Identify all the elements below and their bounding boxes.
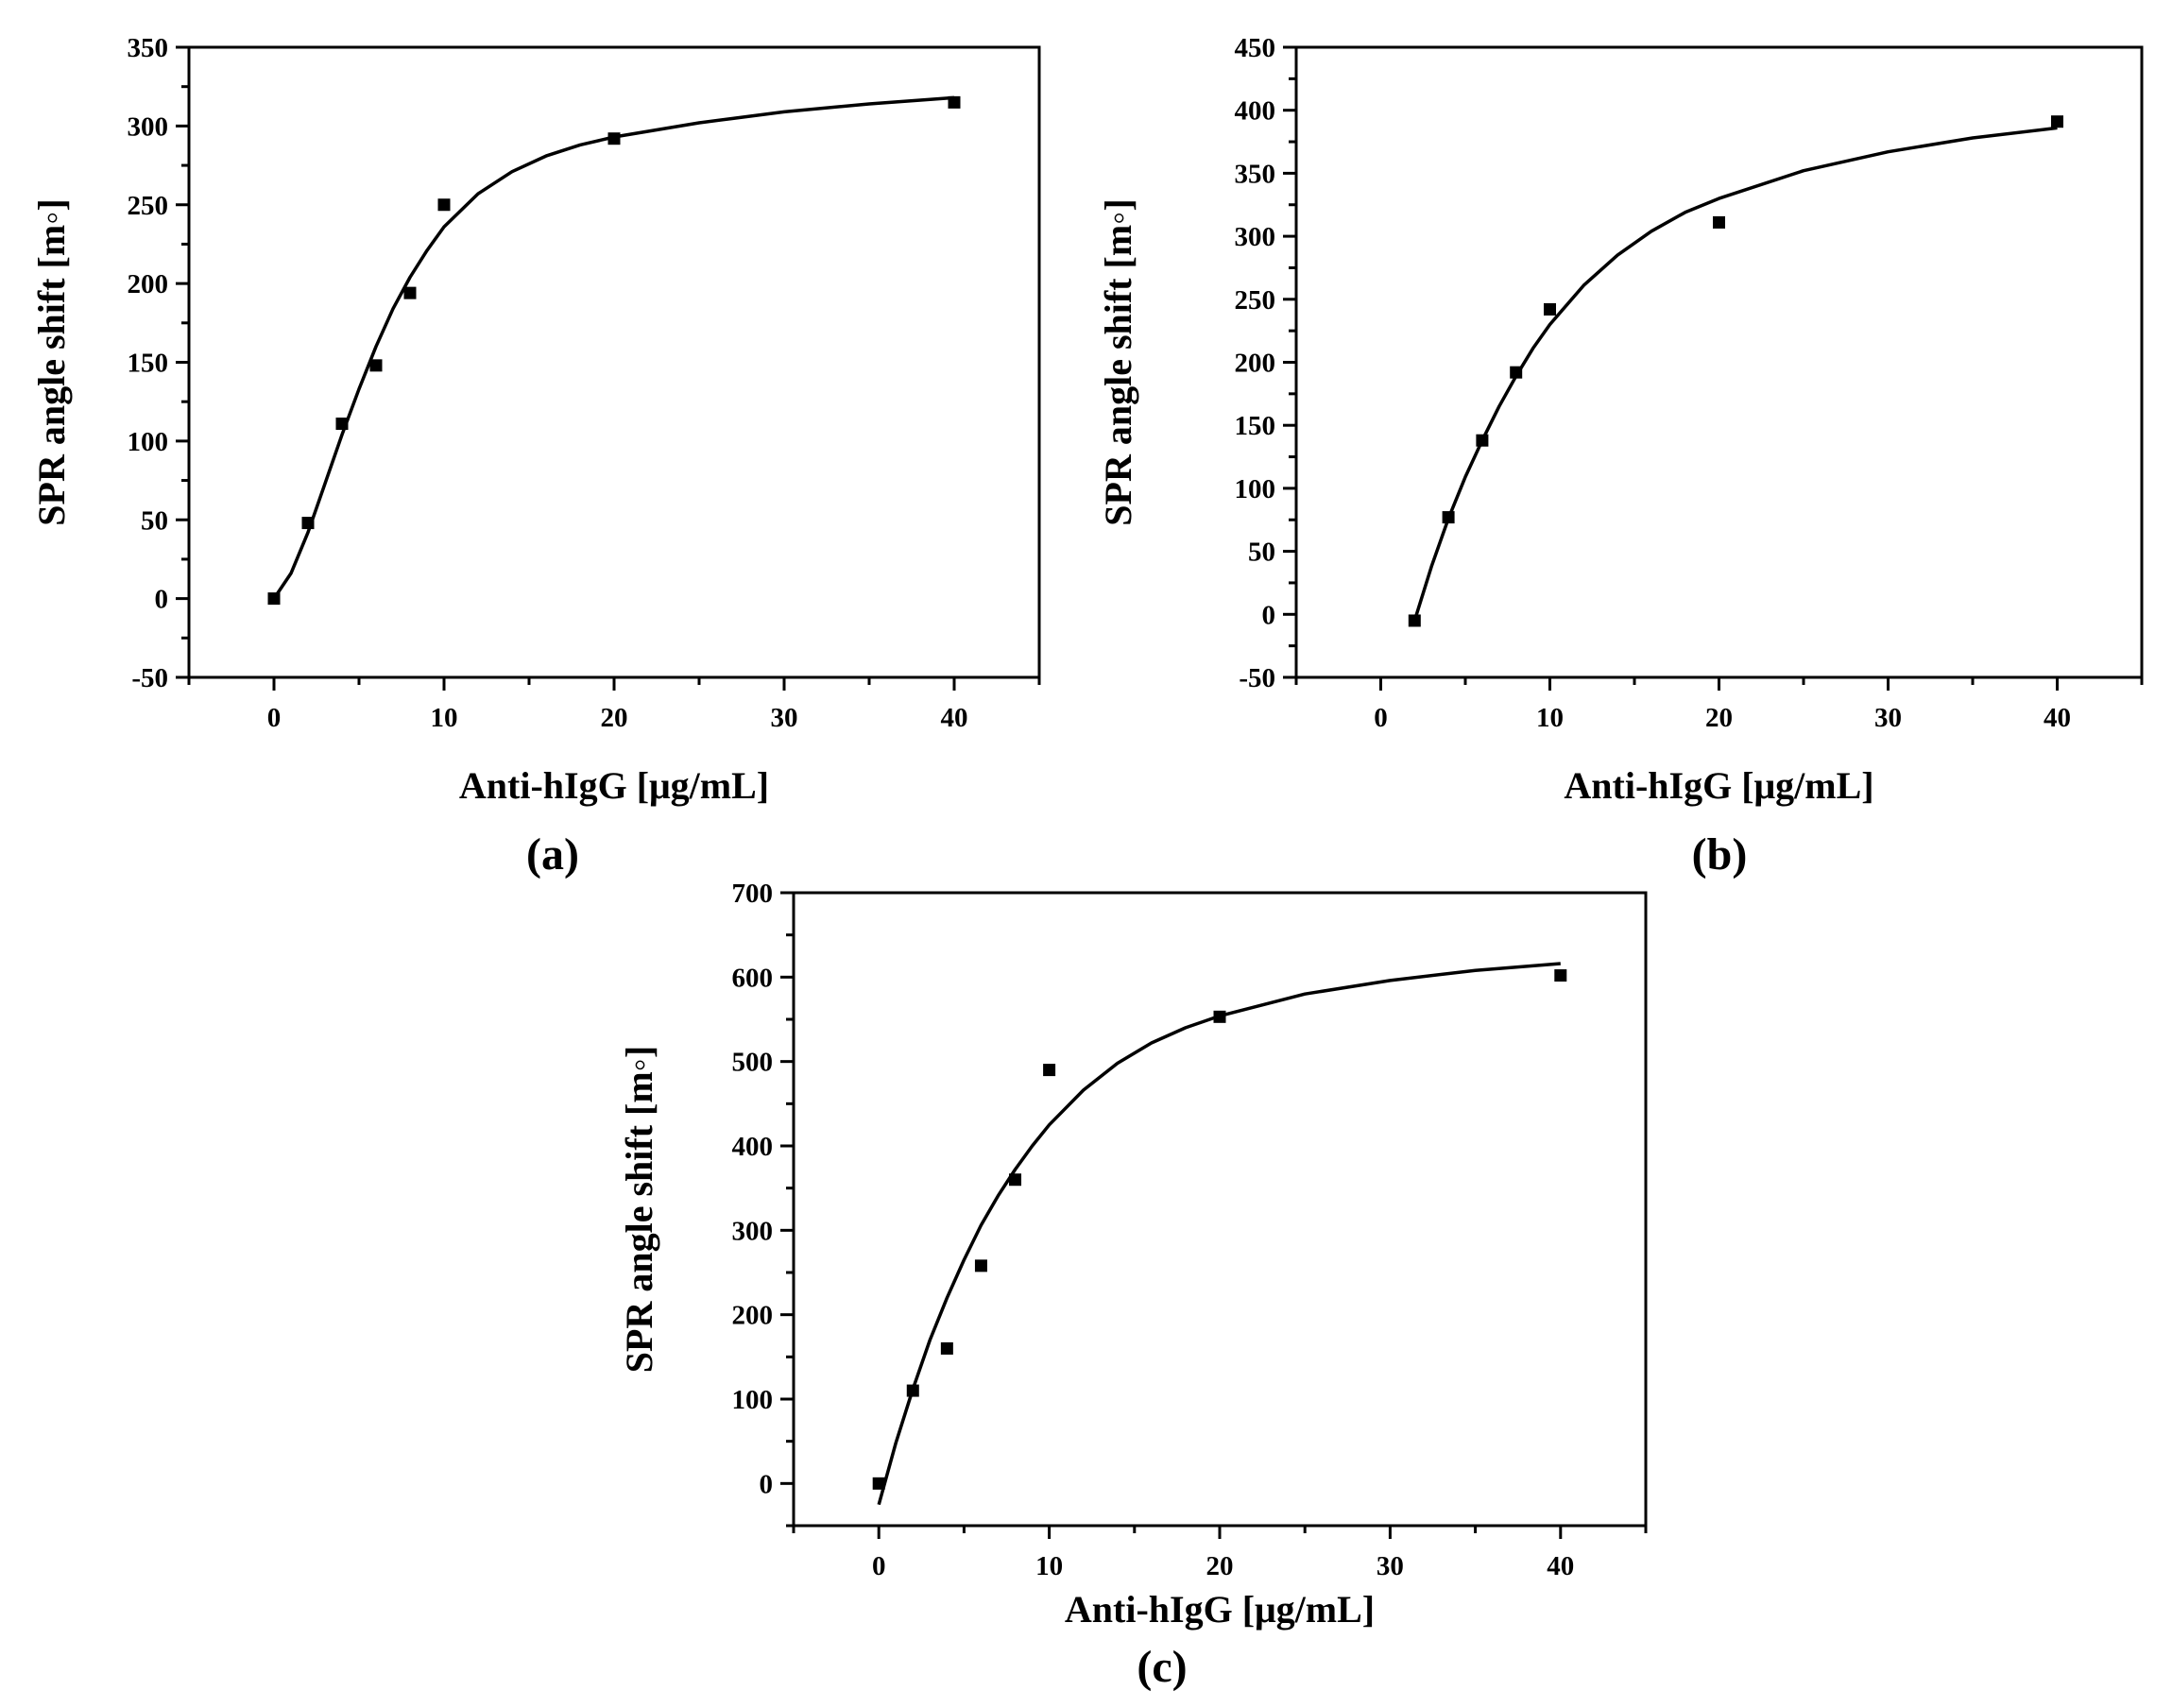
y-tick-label: 250 (1235, 285, 1276, 316)
data-point-c (974, 1259, 987, 1272)
x-tick-label: 0 (267, 703, 282, 733)
y-tick-label: 400 (732, 1132, 774, 1162)
data-point-a (301, 517, 315, 530)
x-tick-label: 40 (1547, 1551, 1574, 1581)
y-tick-label: 50 (1248, 538, 1275, 568)
x-tick-label: 10 (1035, 1551, 1063, 1581)
panel-a: 0 10 20 30 40 -50 0 50 100 150 200 250 300 350 Anti-h… (30, 33, 1041, 880)
x-tick-label: 0 (872, 1551, 886, 1581)
y-tick-label: 600 (732, 963, 774, 993)
y-tick-label: 350 (128, 33, 169, 63)
panel-label-a: (a) (526, 829, 579, 880)
x-tick-label: 20 (1206, 1551, 1234, 1581)
data-point-b (1476, 434, 1489, 447)
x-tick-label: 0 (1374, 703, 1388, 733)
y-tick-label: 500 (732, 1048, 774, 1078)
x-tick-label: 40 (941, 703, 968, 733)
data-point-a (437, 198, 451, 212)
data-point-c (1213, 1010, 1226, 1023)
fit-curve-b (1412, 126, 2058, 622)
data-point-c (906, 1384, 919, 1397)
data-point-a (369, 359, 383, 372)
y-tick-label: 0 (1262, 600, 1276, 630)
data-point-b (1408, 614, 1421, 627)
data-point-a (948, 95, 961, 109)
data-point-c (872, 1477, 885, 1490)
panel-label-c: (c) (1137, 1642, 1187, 1692)
x-axis-title-c: Anti-hIgG [μg/mL] (1065, 1588, 1375, 1631)
x-tick-label: 10 (431, 703, 458, 733)
y-tick-label: -50 (131, 663, 168, 693)
y-tick-label: 0 (760, 1469, 774, 1499)
data-points-b (1408, 115, 2063, 627)
y-tick-label: 150 (1235, 411, 1276, 441)
data-point-c (1554, 969, 1567, 982)
x-tick-label: 10 (1536, 703, 1564, 733)
y-axis-title-c: SPR angle shift [m◦] (618, 1046, 660, 1373)
panel-b: 0 10 20 30 40-50050100150200250300350400450 … (1097, 33, 2144, 880)
data-point-b (1442, 511, 1455, 524)
tick-labels-b: 0 10 20 30 40 -50 0 50 100 150 200 250 300 350 400 450 (1235, 33, 2072, 733)
x-axis-title-b: Anti-hIgG [μg/mL] (1564, 764, 1873, 807)
data-point-a (607, 132, 621, 145)
data-point-c (1043, 1064, 1056, 1077)
data-point-a (403, 286, 417, 299)
y-tick-label: 0 (155, 585, 169, 615)
y-tick-label: 100 (732, 1385, 774, 1415)
data-point-b (1544, 302, 1556, 316)
fit-curve-a (272, 95, 955, 600)
data-point-a (267, 592, 281, 606)
x-tick-label: 30 (1874, 703, 1902, 733)
y-tick-label: 450 (1235, 33, 1276, 63)
y-tick-label: 150 (128, 349, 169, 379)
y-tick-label: 200 (732, 1301, 774, 1331)
x-tick-label: 30 (1377, 1551, 1404, 1581)
y-tick-label: 200 (128, 269, 169, 299)
y-tick-label: 200 (1235, 349, 1276, 379)
data-point-c (940, 1341, 953, 1355)
data-point-b (1510, 366, 1523, 379)
x-tick-label: 30 (771, 703, 798, 733)
y-tick-label: 300 (128, 111, 169, 142)
panel-label-b: (b) (1692, 829, 1748, 880)
y-tick-label: 400 (1235, 96, 1276, 127)
data-point-b (2051, 115, 2063, 128)
x-tick-label: 40 (2044, 703, 2071, 733)
y-tick-label: 300 (1235, 222, 1276, 252)
y-axis-title-a: SPR angle shift [m◦] (30, 198, 73, 525)
axis-ticks-c (780, 891, 1648, 1539)
data-points-a (267, 95, 961, 606)
y-tick-label: 250 (128, 191, 169, 221)
x-axis-title-a: Anti-hIgG [μg/mL] (459, 764, 769, 807)
tick-labels-a: 0 10 20 30 40 -50 0 50 100 150 200 250 300 350 (128, 33, 968, 733)
data-point-a (335, 418, 349, 431)
y-tick-label: 100 (128, 427, 169, 457)
y-tick-label: 700 (732, 879, 774, 909)
y-tick-label: 300 (732, 1216, 774, 1246)
y-tick-label: 350 (1235, 159, 1276, 189)
y-tick-label: 100 (1235, 474, 1276, 504)
data-point-c (1009, 1173, 1022, 1187)
axis-ticks-b (1283, 45, 2144, 691)
y-tick-label: -50 (1239, 663, 1275, 693)
axis-ticks-a (176, 45, 1041, 691)
y-axis-title-b: SPR angle shift [m◦] (1097, 198, 1139, 525)
x-tick-label: 20 (1705, 703, 1733, 733)
fit-curve-c (877, 962, 1561, 1506)
y-tick-label: 50 (141, 505, 168, 536)
data-points-c (872, 969, 1567, 1490)
x-tick-label: 20 (601, 703, 628, 733)
data-point-b (1713, 215, 1725, 229)
